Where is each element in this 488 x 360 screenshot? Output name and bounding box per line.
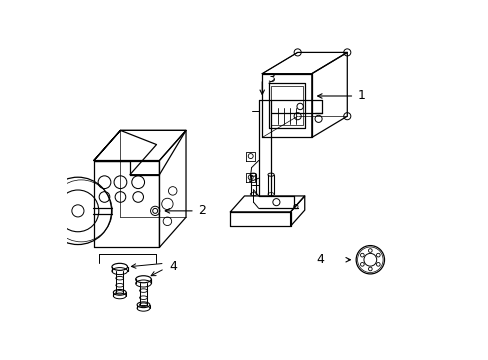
Text: 2: 2 <box>198 204 206 217</box>
Text: 3: 3 <box>267 72 275 85</box>
Text: 4: 4 <box>316 253 324 266</box>
Text: 4: 4 <box>169 260 177 273</box>
Text: 1: 1 <box>357 90 365 103</box>
